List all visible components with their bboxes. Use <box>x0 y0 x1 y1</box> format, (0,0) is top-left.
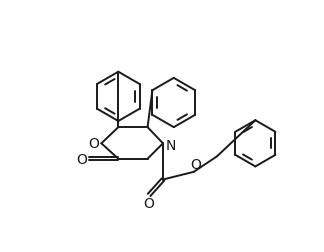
Text: O: O <box>144 196 155 210</box>
Text: O: O <box>191 158 202 171</box>
Text: N: N <box>166 138 176 152</box>
Text: O: O <box>76 152 87 166</box>
Text: O: O <box>88 137 99 151</box>
